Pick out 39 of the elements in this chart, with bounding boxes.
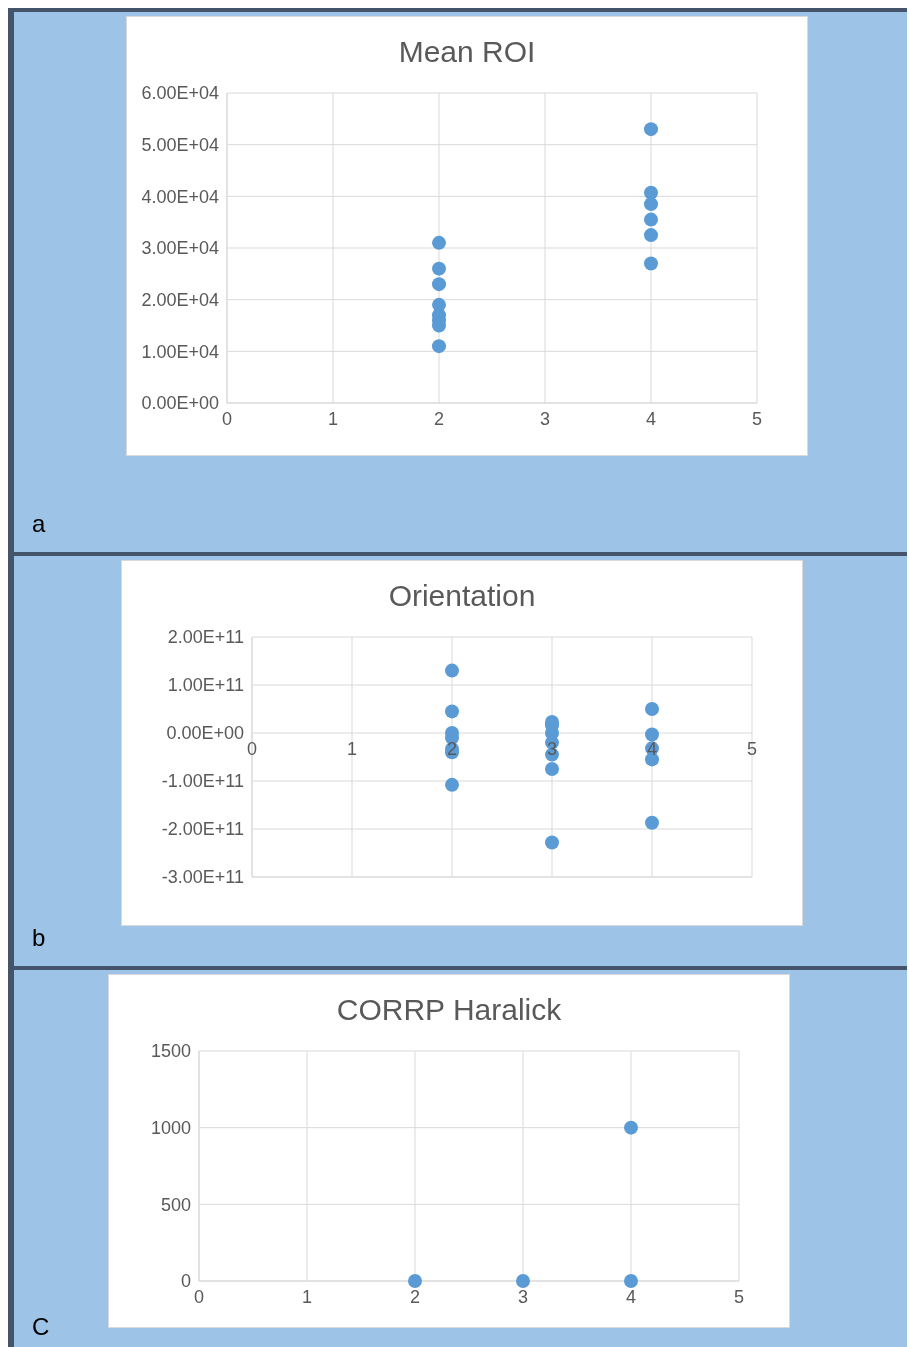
x-tick-label: 3 — [517, 1287, 529, 1307]
x-tick-label: 5 — [733, 1287, 745, 1307]
y-tick-label: -3.00E+11 — [161, 867, 244, 888]
x-tick-label: 4 — [625, 1287, 637, 1307]
y-tick-label: 1.00E+04 — [141, 341, 219, 362]
chart-title: Orientation — [387, 579, 537, 613]
x-tick-label: 2 — [446, 739, 458, 759]
y-tick-label: 5.00E+04 — [141, 135, 219, 156]
text: b — [32, 924, 46, 952]
y-tick-label: 6.00E+04 — [141, 83, 219, 104]
x-tick-label: 3 — [546, 739, 558, 759]
y-tick-label: 2.00E+04 — [141, 290, 219, 311]
y-tick-label: 1.00E+11 — [167, 675, 244, 696]
x-tick-label: 0 — [246, 739, 258, 759]
y-tick-label: -2.00E+11 — [161, 819, 244, 840]
chart-title: Mean ROI — [397, 35, 537, 69]
chart-title: CORRP Haralick — [335, 993, 563, 1027]
y-tick-label: 1500 — [150, 1041, 191, 1062]
y-tick-label: 2.00E+11 — [167, 627, 244, 648]
y-tick-label: -1.00E+11 — [161, 771, 244, 792]
y-tick-label: 0 — [180, 1271, 191, 1292]
text: a — [32, 510, 46, 538]
y-tick-label: 4.00E+04 — [141, 186, 219, 207]
x-tick-label: 2 — [433, 409, 445, 429]
y-tick-label: 1000 — [150, 1118, 191, 1139]
x-tick-label: 2 — [409, 1287, 421, 1307]
y-tick-label: 0.00E+00 — [141, 393, 219, 414]
x-tick-label: 1 — [327, 409, 339, 429]
x-tick-label: 3 — [539, 409, 551, 429]
x-tick-label: 4 — [646, 739, 658, 759]
y-tick-label: 500 — [160, 1194, 191, 1215]
x-tick-label: 5 — [746, 739, 758, 759]
y-tick-label: 3.00E+04 — [141, 238, 219, 259]
x-tick-label: 5 — [751, 409, 763, 429]
y-tick-label: 0.00E+00 — [166, 723, 244, 744]
x-tick-label: 4 — [645, 409, 657, 429]
x-tick-label: 1 — [346, 739, 358, 759]
text: C — [32, 1313, 50, 1341]
x-tick-label: 1 — [301, 1287, 313, 1307]
